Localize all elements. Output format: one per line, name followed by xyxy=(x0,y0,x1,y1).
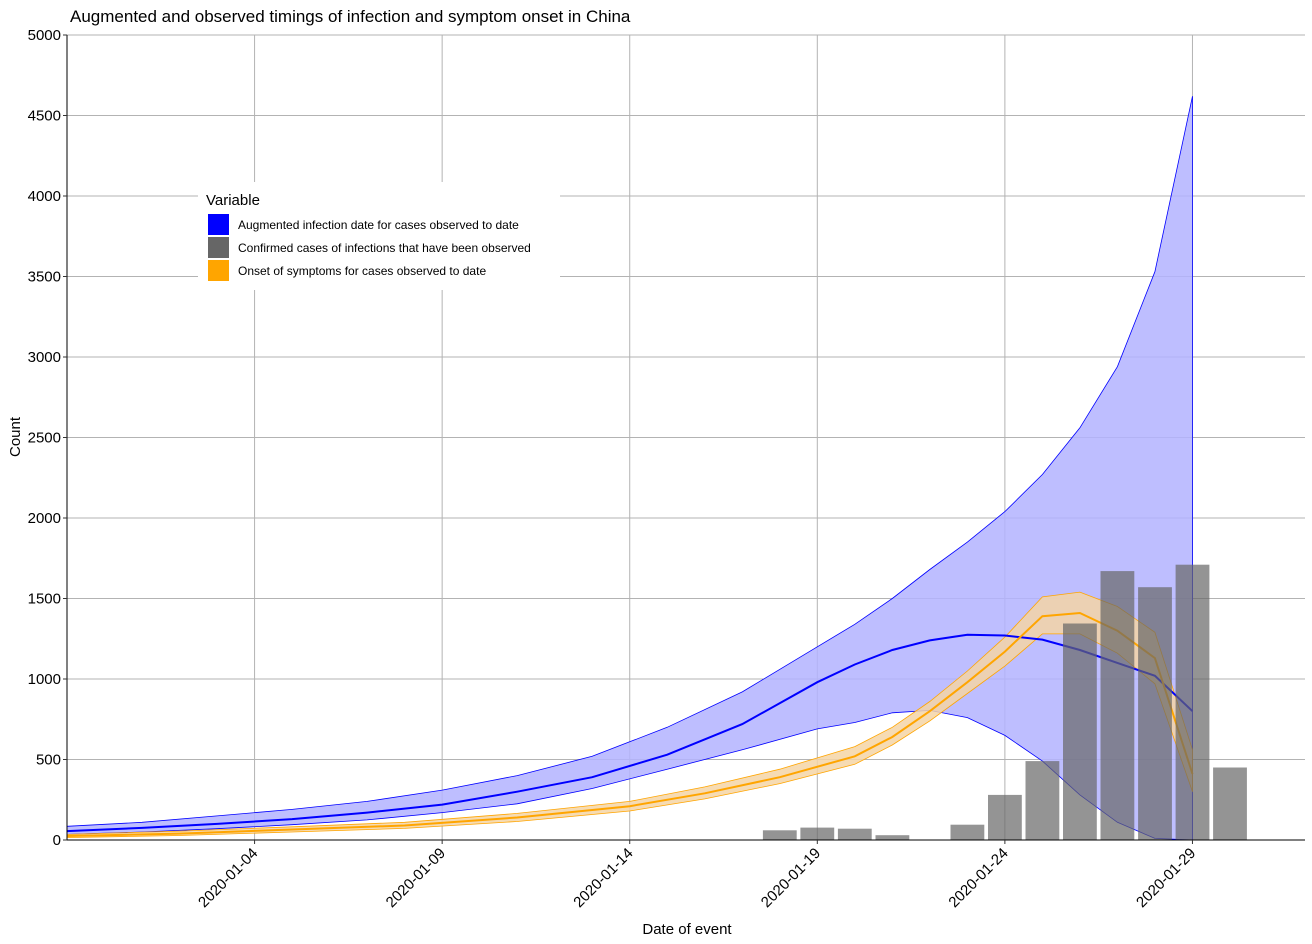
x-tick-label: 2020-01-24 xyxy=(945,845,1011,911)
bar xyxy=(1100,571,1135,840)
y-tick-label: 4500 xyxy=(28,108,61,125)
y-tick-label: 0 xyxy=(53,832,61,849)
x-tick-label: 2020-01-19 xyxy=(758,845,824,911)
x-tick-label: 2020-01-29 xyxy=(1133,845,1199,911)
legend-label: Augmented infection date for cases obser… xyxy=(238,218,519,232)
y-tick-label: 2500 xyxy=(28,430,61,447)
bar xyxy=(1138,587,1172,840)
y-tick-label: 3000 xyxy=(28,349,61,366)
legend-label: Onset of symptoms for cases observed to … xyxy=(238,264,486,278)
y-tick-label: 500 xyxy=(36,752,61,769)
legend-swatch xyxy=(208,237,229,258)
bar xyxy=(950,824,985,840)
legend: Variable Augmented infection date for ca… xyxy=(198,182,560,290)
x-tick-label: 2020-01-14 xyxy=(570,845,636,911)
grid xyxy=(67,34,1305,841)
bar xyxy=(1025,761,1060,840)
y-axis-title: Count xyxy=(7,416,24,457)
chart-title: Augmented and observed timings of infect… xyxy=(70,7,631,26)
bar xyxy=(1213,767,1247,840)
x-axis-title: Date of event xyxy=(642,921,732,938)
x-tick-label: 2020-01-04 xyxy=(195,845,261,911)
y-tick-label: 4000 xyxy=(28,188,61,205)
legend-entries: Augmented infection date for cases obser… xyxy=(208,214,531,281)
legend-swatch xyxy=(208,214,229,235)
bar xyxy=(800,827,835,840)
legend-title: Variable xyxy=(206,192,260,209)
legend-label: Confirmed cases of infections that have … xyxy=(238,241,531,255)
y-tick-label: 1500 xyxy=(28,591,61,608)
series-line-1 xyxy=(66,611,1194,837)
bar xyxy=(1063,623,1097,840)
legend-swatch xyxy=(208,260,229,281)
y-tick-label: 1000 xyxy=(28,671,61,688)
y-tick-label: 2000 xyxy=(28,510,61,527)
bar xyxy=(762,830,797,840)
bar xyxy=(988,794,1022,840)
legend-background xyxy=(198,182,560,290)
y-tick-label: 3500 xyxy=(28,269,61,286)
axes xyxy=(63,34,1305,844)
x-tick-label: 2020-01-09 xyxy=(383,845,449,911)
bar xyxy=(1175,564,1210,840)
bar xyxy=(837,828,872,840)
y-tick-label: 5000 xyxy=(28,27,61,44)
bar xyxy=(875,835,910,840)
bars xyxy=(762,564,1247,840)
